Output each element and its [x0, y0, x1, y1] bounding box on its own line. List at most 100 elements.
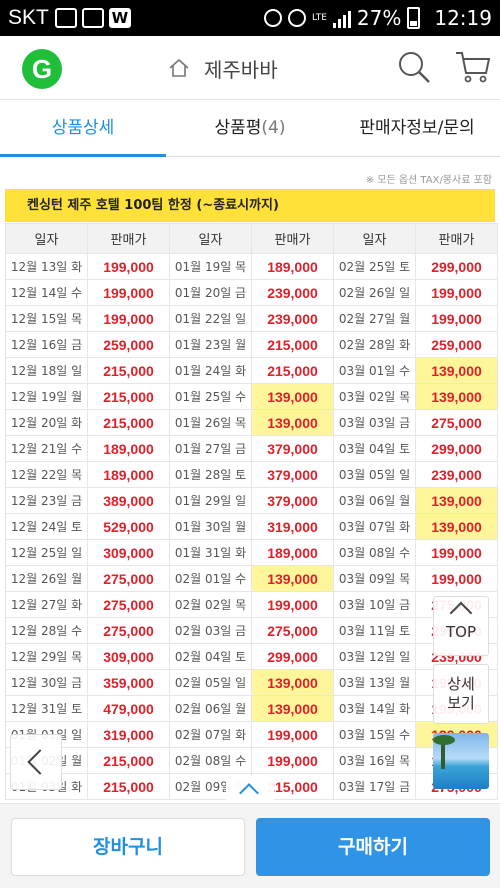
cart-icon[interactable] — [455, 50, 491, 84]
shop-title[interactable]: 제주바바 — [204, 58, 278, 82]
price-cell: 199,000 — [415, 539, 498, 566]
price-cell: 215,000 — [87, 383, 170, 410]
column-header: 일자 — [169, 223, 252, 254]
date-cell: 01월 29일 일 — [169, 487, 252, 514]
column-header: 판매가 — [251, 223, 334, 254]
table-row: 12월 13일 화 199,000 01월 19일 목 189,000 02월 25일 … — [5, 253, 498, 280]
price-cell: 275,000 — [251, 617, 334, 644]
table-row: 12월 23일 금 389,000 01월 29일 일 379,000 03월 06일 … — [5, 487, 498, 514]
column-header: 일자 — [333, 223, 416, 254]
price-cell: 319,000 — [87, 721, 170, 748]
price-cell: 275,000 — [87, 617, 170, 644]
date-cell: 12월 22일 목 — [5, 461, 88, 488]
date-cell: 01월 23일 월 — [169, 331, 252, 358]
price-cell-highlighted: 139,000 — [251, 695, 334, 722]
price-cell: 259,000 — [415, 331, 498, 358]
price-cell-highlighted: 139,000 — [251, 669, 334, 696]
price-cell: 215,000 — [87, 357, 170, 384]
date-cell: 12월 18일 일 — [5, 357, 88, 384]
price-cell: 199,000 — [415, 279, 498, 306]
app-header: G 제주바바 — [0, 36, 500, 100]
back-button[interactable] — [10, 734, 62, 790]
price-cell: 275,000 — [87, 591, 170, 618]
date-cell: 12월 29일 목 — [5, 643, 88, 670]
table-row: 12월 27일 화 275,000 02월 02일 목 199,000 03월 10일 … — [5, 591, 498, 618]
price-cell: 299,000 — [251, 643, 334, 670]
date-cell: 12월 20일 화 — [5, 409, 88, 436]
price-cell: 479,000 — [87, 695, 170, 722]
date-cell: 03월 04일 토 — [333, 435, 416, 462]
tax-note: ※ 모든 옵션 TAX/봉사료 포함 — [365, 175, 492, 186]
tab-reviews[interactable]: 상품평(4) — [166, 101, 334, 156]
tab-product-detail[interactable]: 상품상세 — [0, 101, 166, 157]
date-cell: 01월 27일 금 — [169, 435, 252, 462]
table-header-row: 일자 판매가 일자 판매가 일자 판매가 — [5, 223, 498, 254]
column-header: 판매가 — [415, 223, 498, 254]
date-cell: 03월 02일 목 — [333, 383, 416, 410]
date-cell: 02월 01일 수 — [169, 565, 252, 592]
hotel-thumbnail[interactable] — [433, 733, 489, 789]
price-cell-highlighted: 139,000 — [415, 513, 498, 540]
status-bar: SKT W LTE 27% 12:19 — [0, 0, 500, 36]
date-cell: 03월 17일 금 — [333, 773, 416, 800]
date-cell: 12월 19일 월 — [5, 383, 88, 410]
date-cell: 03월 16일 목 — [333, 747, 416, 774]
home-icon[interactable] — [168, 58, 190, 78]
date-cell: 12월 15일 목 — [5, 305, 88, 332]
scroll-top-button[interactable]: TOP — [433, 596, 489, 656]
date-cell: 03월 10일 금 — [333, 591, 416, 618]
price-cell: 189,000 — [87, 435, 170, 462]
add-to-cart-button[interactable]: 장바구니 — [11, 818, 245, 876]
price-cell: 215,000 — [87, 773, 170, 800]
date-cell: 12월 31일 토 — [5, 695, 88, 722]
search-icon[interactable] — [397, 50, 431, 84]
date-cell: 12월 28일 수 — [5, 617, 88, 644]
buy-now-button[interactable]: 구매하기 — [256, 818, 490, 876]
date-cell: 03월 12일 일 — [333, 643, 416, 670]
price-cell: 239,000 — [251, 305, 334, 332]
tab-bar: 상품상세 상품평(4) 판매자정보/문의 — [0, 101, 500, 157]
price-cell: 389,000 — [87, 487, 170, 514]
bottom-action-bar: 장바구니 구매하기 — [0, 803, 500, 888]
price-cell: 309,000 — [87, 643, 170, 670]
expand-options-button[interactable] — [226, 776, 274, 803]
table-row: 12월 21일 수 189,000 01월 27일 금 379,000 03월 04일 … — [5, 435, 498, 462]
date-cell: 12월 27일 화 — [5, 591, 88, 618]
table-row: 12월 31일 토 479,000 02월 06일 월 139,000 03월 14일 … — [5, 695, 498, 722]
tab-seller-info[interactable]: 판매자정보/문의 — [334, 101, 500, 156]
promo-banner: 켄싱턴 제주 호텔 100팀 한정 (~종료시까지) — [5, 189, 495, 222]
notification-icon — [54, 8, 77, 28]
gmarket-logo[interactable]: G — [22, 49, 62, 89]
table-row: 12월 20일 화 215,000 01월 26일 목 139,000 03월 03일 … — [5, 409, 498, 436]
date-cell: 02월 05일 일 — [169, 669, 252, 696]
date-cell: 12월 16일 금 — [5, 331, 88, 358]
lte-icon: LTE — [311, 12, 327, 23]
date-cell: 02월 27일 월 — [333, 305, 416, 332]
view-detail-button[interactable]: 상세 보기 — [433, 664, 489, 724]
price-cell: 379,000 — [251, 487, 334, 514]
price-cell: 239,000 — [415, 461, 498, 488]
date-cell: 01월 22일 일 — [169, 305, 252, 332]
price-cell: 379,000 — [251, 435, 334, 462]
date-cell: 01월 19일 목 — [169, 253, 252, 280]
date-cell: 12월 26일 월 — [5, 565, 88, 592]
date-cell: 03월 14일 화 — [333, 695, 416, 722]
w-app-icon: W — [108, 8, 131, 28]
price-cell: 215,000 — [87, 409, 170, 436]
price-cell-highlighted: 139,000 — [415, 383, 498, 410]
price-cell: 309,000 — [87, 539, 170, 566]
date-cell: 03월 06일 월 — [333, 487, 416, 514]
date-cell: 02월 03일 금 — [169, 617, 252, 644]
date-cell: 03월 09일 목 — [333, 565, 416, 592]
price-cell: 199,000 — [87, 279, 170, 306]
table-row: 12월 25일 일 309,000 01월 31일 화 189,000 03월 08일 … — [5, 539, 498, 566]
alarm-icon — [287, 9, 306, 27]
table-row: 12월 14일 수 199,000 01월 20일 금 239,000 02월 26일 … — [5, 279, 498, 306]
chevron-up-icon — [449, 601, 473, 625]
price-cell-highlighted: 139,000 — [251, 383, 334, 410]
date-cell: 02월 04일 토 — [169, 643, 252, 670]
table-row: 12월 18일 일 215,000 01월 24일 화 215,000 03월 01일 … — [5, 357, 498, 384]
date-cell: 12월 21일 수 — [5, 435, 88, 462]
price-cell-highlighted: 139,000 — [415, 357, 498, 384]
